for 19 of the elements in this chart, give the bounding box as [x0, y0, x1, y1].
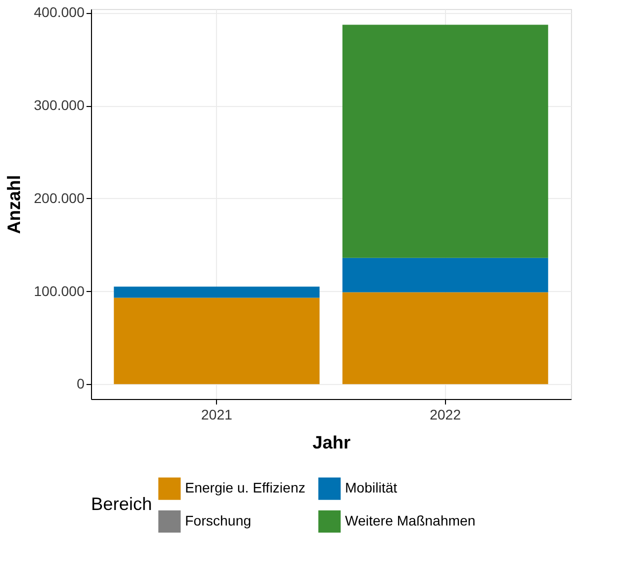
- y-tick-label: 200.000: [34, 190, 85, 206]
- legend-label: Energie u. Effizienz: [185, 480, 306, 496]
- x-tick-label: 2021: [201, 406, 232, 422]
- bar: [114, 286, 320, 298]
- y-tick-label: 400.000: [34, 4, 85, 20]
- legend-label: Forschung: [185, 512, 252, 528]
- y-tick-label: 300.000: [34, 97, 85, 114]
- y-tick-label: 0: [76, 376, 85, 392]
- y-axis-title: Anzahl: [4, 174, 24, 234]
- legend-title: Bereich: [91, 494, 152, 514]
- x-axis-title: Jahr: [312, 432, 351, 452]
- legend-label: Weitere Maßnahmen: [345, 512, 476, 528]
- x-tick-label: 2022: [430, 406, 462, 422]
- bar: [114, 298, 320, 384]
- y-tick-label: 100.000: [34, 282, 85, 299]
- legend-label: Mobilität: [345, 480, 398, 496]
- bar: [342, 258, 548, 292]
- bar: [342, 292, 548, 384]
- bar: [342, 24, 548, 258]
